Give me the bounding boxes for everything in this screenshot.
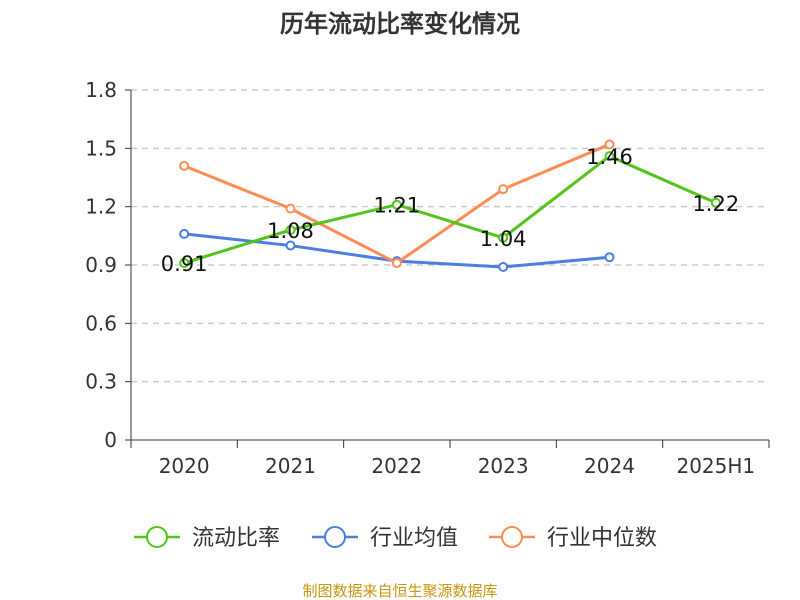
data-point[interactable] xyxy=(391,199,402,210)
data-point[interactable] xyxy=(498,232,509,243)
y-tick-label: 0.3 xyxy=(85,370,117,394)
legend-label: 行业中位数 xyxy=(547,526,657,551)
data-point[interactable] xyxy=(285,203,296,214)
x-tick-label: 2022 xyxy=(371,454,422,478)
data-label: 0.91 xyxy=(161,252,208,276)
legend-marker-icon xyxy=(324,526,346,548)
series-line-0 xyxy=(183,154,717,265)
y-tick-label: 1.5 xyxy=(85,136,117,160)
data-label: 1.04 xyxy=(480,227,527,251)
data-label: 1.08 xyxy=(267,219,314,243)
y-tick-label: 1.2 xyxy=(85,195,117,219)
legend-marker-icon xyxy=(501,526,523,548)
data-point[interactable] xyxy=(179,258,190,269)
data-point[interactable] xyxy=(179,160,190,171)
y-tick-label: 0.9 xyxy=(85,253,117,277)
data-point[interactable] xyxy=(285,240,296,251)
data-point[interactable] xyxy=(391,258,402,269)
legend-label: 行业均值 xyxy=(370,526,458,551)
legend-item-1[interactable]: 行业均值 xyxy=(312,526,458,551)
chart-title: 历年流动比率变化情况 xyxy=(280,10,520,38)
x-tick-label: 2024 xyxy=(584,454,635,478)
data-point[interactable] xyxy=(179,228,190,239)
data-point[interactable] xyxy=(498,184,509,195)
x-tick-label: 2023 xyxy=(478,454,529,478)
data-label: 1.46 xyxy=(586,145,633,169)
data-point[interactable] xyxy=(285,225,296,235)
y-tick-label: 0.6 xyxy=(85,311,117,335)
x-tick-label: 2025H1 xyxy=(676,454,755,478)
source-note: 制图数据来自恒生聚源数据库 xyxy=(302,582,497,600)
y-tick-label: 1.8 xyxy=(85,78,117,102)
x-tick-label: 2021 xyxy=(265,454,316,478)
legend-item-0[interactable]: 流动比率 xyxy=(134,526,280,551)
y-tick-label: 0 xyxy=(104,428,117,452)
data-point[interactable] xyxy=(604,151,615,162)
data-label: 1.22 xyxy=(692,192,739,216)
legend-label: 流动比率 xyxy=(192,526,280,551)
data-point[interactable] xyxy=(604,252,615,263)
data-point[interactable] xyxy=(710,197,721,208)
data-point[interactable] xyxy=(498,261,509,272)
data-label: 1.21 xyxy=(373,194,420,218)
legend-item-2[interactable]: 行业中位数 xyxy=(489,526,657,551)
legend-marker-icon xyxy=(146,526,168,548)
x-tick-label: 2020 xyxy=(159,454,210,478)
data-point[interactable] xyxy=(604,139,615,150)
